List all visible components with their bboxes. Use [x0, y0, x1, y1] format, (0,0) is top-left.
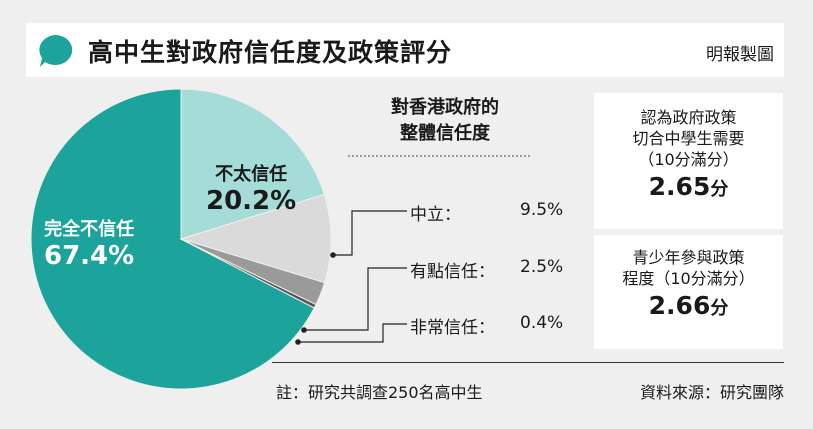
- footer-divider: [272, 362, 784, 363]
- panel-score-unit: 分: [710, 179, 729, 200]
- slice-very-trust: [180, 238, 317, 309]
- data-source: 資料來源：研究團隊: [639, 383, 784, 402]
- slice-complete-distrust: [30, 88, 315, 390]
- leader-dot-neutral: [330, 252, 336, 258]
- panel-text-line: （10分滿分）: [638, 150, 739, 169]
- panel-score-value: 2.65: [648, 172, 711, 201]
- slice-percent: 67.4%: [44, 241, 135, 271]
- leader-dot-very-trust: [295, 339, 301, 345]
- panel-score-unit: 分: [710, 298, 729, 319]
- slice-name: 不太信任: [215, 164, 288, 185]
- footnote: 註：研究共調查250名高中生: [276, 383, 483, 402]
- slice-label-low-trust: 不太信任 20.2%: [206, 160, 296, 216]
- panel-score: 2.65分: [594, 172, 783, 201]
- chart-title-line-2: 整體信任度: [400, 123, 490, 144]
- callout-value-some-trust: 2.5%: [520, 257, 564, 277]
- slice-percent: 20.2%: [206, 186, 297, 216]
- callout-label-some-trust: 有點信任：: [407, 257, 498, 282]
- callout-label-neutral: 中立：: [407, 200, 464, 225]
- credit-label: 明報製圖: [706, 45, 774, 65]
- slice-label-complete-distrust: 完全不信任 67.4%: [44, 215, 134, 271]
- pie-slices: [30, 88, 332, 390]
- speech-bubble-icon: [39, 35, 73, 67]
- callout-value-very-trust: 0.4%: [520, 313, 564, 333]
- slice-low-trust: [180, 88, 325, 240]
- leader-line-some-trust: [304, 267, 410, 331]
- panel-text-line: 程度（10分滿分）: [622, 269, 755, 288]
- chart-title-line-1: 對香港政府的: [391, 97, 499, 118]
- policy-fit-score-panel: 認為政府政策 切合中學生需要 （10分滿分） 2.65分: [594, 93, 783, 229]
- callout-lines: [298, 155, 530, 343]
- slice-neutral: [179, 193, 332, 284]
- leader-dot-some-trust: [301, 327, 307, 333]
- header-bar: 高中生對政府信任度及政策評分 明報製圖: [26, 23, 784, 77]
- chart-title: 對香港政府的 整體信任度: [365, 95, 525, 147]
- callout-label-very-trust: 非常信任：: [407, 313, 498, 338]
- page-title: 高中生對政府信任度及政策評分: [88, 38, 453, 67]
- slice-name: 完全不信任: [44, 219, 135, 240]
- panel-score: 2.66分: [594, 291, 783, 320]
- panel-text-line: 切合中學生需要: [632, 129, 745, 148]
- callout-value-neutral: 9.5%: [520, 200, 564, 220]
- leader-line-very-trust: [298, 323, 410, 343]
- leader-line-neutral: [333, 210, 410, 256]
- panel-score-value: 2.66: [648, 291, 711, 320]
- panel-text-line: 認為政府政策: [640, 108, 737, 127]
- youth-participation-score-panel: 青少年參與政策 程度（10分滿分） 2.66分: [594, 235, 783, 349]
- panel-text-line: 青少年參與政策: [632, 248, 745, 267]
